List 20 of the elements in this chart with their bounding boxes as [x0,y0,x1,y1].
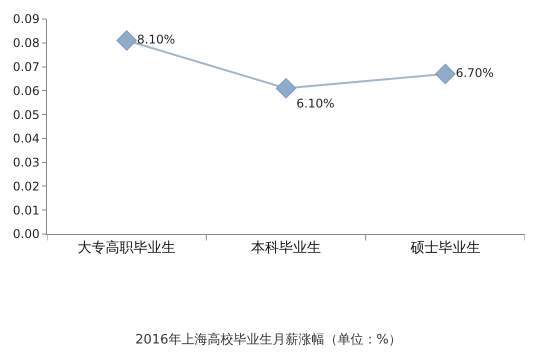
text: 2016年上海高校毕业生月薪涨幅（单位：%） [135,332,402,348]
y-tick-label: 0.09 [12,12,40,26]
x-tick-label: 大专高职毕业生 [78,240,176,256]
point [276,78,296,99]
y-tick-label: 0.01 [12,203,40,218]
data-label: 6.70% [456,66,494,80]
y-tick-label: 0.03 [12,156,40,170]
y-tick-label: 0.06 [12,84,40,98]
y-tick-label: 0.02 [12,179,40,194]
y-tick-label: 0.05 [12,108,40,122]
x-tick-label: 硕士毕业生 [409,240,480,256]
y-tick-label: 0.00 [12,227,40,242]
point [116,30,137,51]
x-tick-label: 本科毕业生 [251,240,321,256]
y-tick-label: 0.04 [12,132,40,146]
data-label: 6.10% [296,96,334,111]
point [435,64,456,84]
y-tick-label: 0.07 [12,60,40,74]
data-label: 8.10% [137,32,176,46]
y-tick-label: 0.08 [12,36,40,50]
